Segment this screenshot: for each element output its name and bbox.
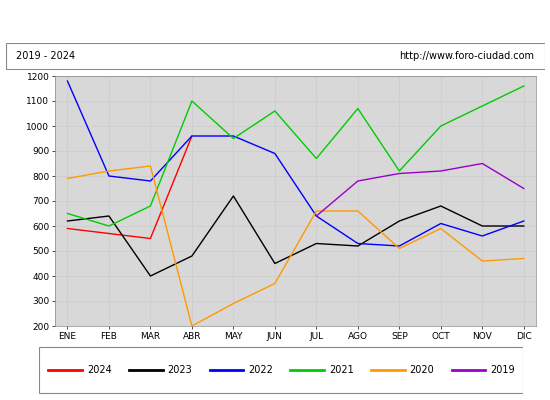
Text: http://www.foro-ciudad.com: http://www.foro-ciudad.com (399, 51, 534, 61)
Text: 2023: 2023 (168, 365, 192, 375)
Text: 2024: 2024 (87, 365, 112, 375)
Text: Evolucion Nº Turistas Nacionales en el municipio de Fines: Evolucion Nº Turistas Nacionales en el m… (84, 14, 466, 28)
Text: 2021: 2021 (329, 365, 354, 375)
Text: 2022: 2022 (248, 365, 273, 375)
Text: 2020: 2020 (410, 365, 434, 375)
Text: 2019 - 2024: 2019 - 2024 (16, 51, 75, 61)
Text: 2019: 2019 (490, 365, 515, 375)
